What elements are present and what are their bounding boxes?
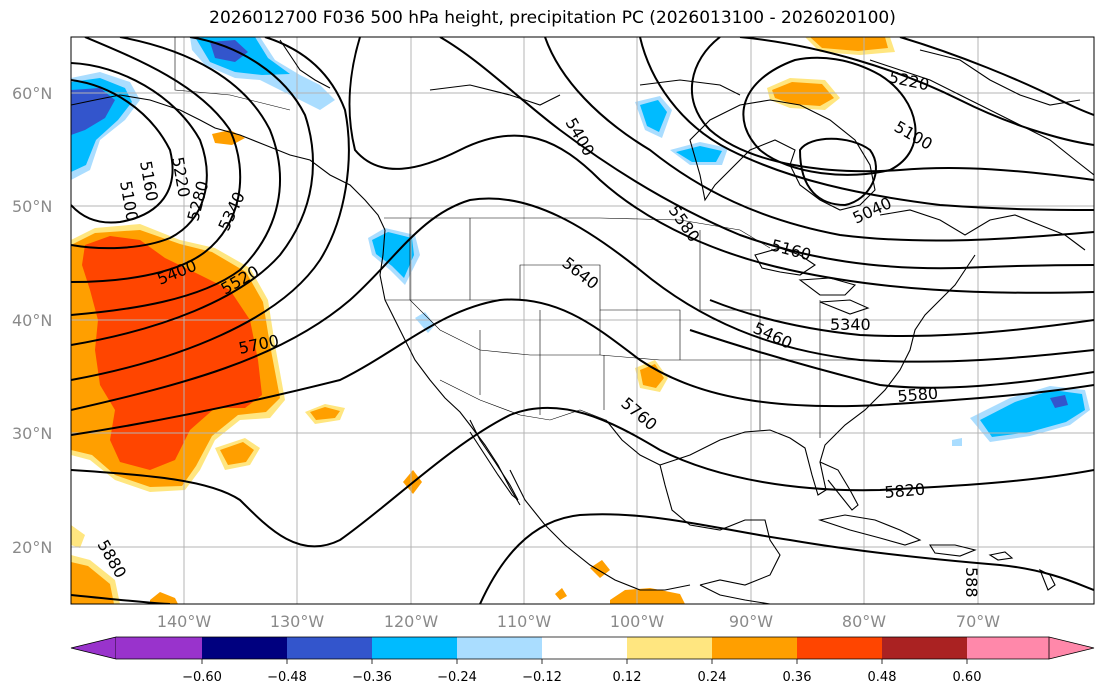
colorbar-seg-3	[287, 637, 372, 659]
colorbar-tick-label: −0.48	[267, 670, 307, 685]
colorbar-tick-label: 0.36	[783, 670, 812, 685]
map-frame	[70, 36, 1095, 605]
colorbar-seg-6	[542, 637, 627, 659]
coastlines	[71, 39, 1094, 604]
colorbar-seg-11	[967, 637, 1049, 659]
colorbar: −0.60 −0.48 −0.36 −0.24 −0.12 0.12 0.24 …	[70, 636, 1095, 685]
map-area: 5100 5160 5220 5280 5340 5400 5520 5700 …	[71, 37, 1094, 604]
precip-shading	[71, 37, 1090, 604]
lat-label: 20°N	[12, 538, 52, 557]
colorbar-seg-8	[712, 637, 797, 659]
colorbar-seg-5	[457, 637, 542, 659]
lon-label: 90°W	[729, 612, 773, 631]
colorbar-tick-label: 0.48	[868, 670, 897, 685]
colorbar-seg-10	[882, 637, 967, 659]
lon-label: 110°W	[497, 612, 552, 631]
colorbar-tick-label: 0.60	[953, 670, 982, 685]
contour-label: 5580	[897, 384, 939, 406]
colorbar-seg-0	[70, 636, 117, 660]
colorbar-seg-7	[627, 637, 712, 659]
lon-label: 140°W	[157, 612, 212, 631]
contour-label: 5340	[830, 315, 871, 334]
colorbar-tick-label: 0.24	[698, 670, 727, 685]
colorbar-tick-label: −0.36	[352, 670, 392, 685]
longitude-labels: 140°W 130°W 120°W 110°W 100°W 90°W 80°W …	[157, 612, 1000, 631]
colorbar-tick-label: −0.24	[437, 670, 477, 685]
contour-label: 5820	[884, 480, 926, 502]
lon-label: 130°W	[270, 612, 325, 631]
colorbar-seg-2	[202, 637, 287, 659]
colorbar-tick-label: 0.12	[613, 670, 642, 685]
map-title: 2026012700 F036 500 hPa height, precipit…	[209, 8, 896, 28]
colorbar-seg-4	[372, 637, 457, 659]
contour-label: 588	[962, 567, 981, 598]
latitude-labels: 60°N 50°N 40°N 30°N 20°N	[12, 84, 52, 557]
lat-label: 40°N	[12, 311, 52, 330]
colorbar-tick-label: −0.60	[182, 670, 222, 685]
lat-label: 30°N	[12, 424, 52, 443]
lat-label: 50°N	[12, 197, 52, 216]
colorbar-seg-9	[797, 637, 882, 659]
borders	[174, 37, 880, 438]
colorbar-seg-12	[1048, 636, 1095, 660]
lon-label: 120°W	[384, 612, 439, 631]
lon-label: 100°W	[610, 612, 665, 631]
lon-label: 70°W	[956, 612, 1000, 631]
lon-label: 80°W	[842, 612, 886, 631]
colorbar-seg-1	[116, 637, 202, 659]
colorbar-tick-label: −0.12	[522, 670, 562, 685]
lat-label: 60°N	[12, 84, 52, 103]
